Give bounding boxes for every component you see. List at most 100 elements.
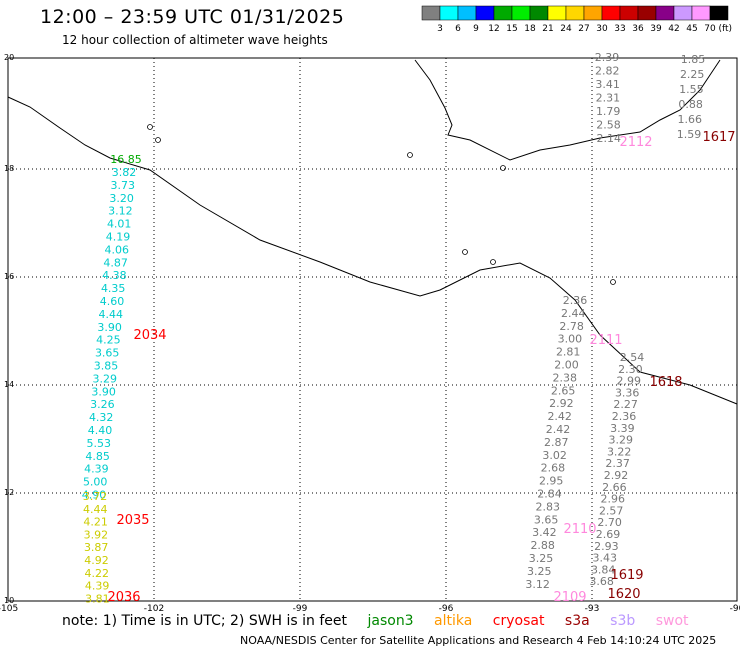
swh-value: 1.59 xyxy=(677,128,702,141)
time-label: 2109 xyxy=(553,590,586,605)
swh-value: 3.42 xyxy=(532,526,557,539)
swh-value: 2.88 xyxy=(530,539,555,552)
swh-value: 5.00 xyxy=(83,476,108,489)
swh-value: 4.60 xyxy=(100,295,125,308)
colorbar-tick-label: 9 xyxy=(473,24,479,34)
swh-value: 2.54 xyxy=(620,351,645,364)
swh-value: 4.90 xyxy=(82,489,107,502)
swh-value: 4.19 xyxy=(106,231,131,244)
swh-value: 3.82 xyxy=(112,166,137,179)
swh-value: 2.92 xyxy=(604,469,629,482)
swh-value: 3.26 xyxy=(90,398,115,411)
time-label: 2110 xyxy=(563,522,596,537)
latitude-label: 14 xyxy=(4,380,14,389)
swh-value: 3.43 xyxy=(593,552,618,565)
swh-value: 2.68 xyxy=(541,462,566,475)
swh-value: 3.12 xyxy=(108,205,133,218)
swh-value: 2.65 xyxy=(551,384,576,397)
swh-value: 3.41 xyxy=(595,78,620,91)
swh-value: 2.99 xyxy=(617,375,642,388)
swh-value: 1.79 xyxy=(596,105,621,118)
footer-note: note: 1) Time is in UTC; 2) SWH is in fe… xyxy=(62,613,693,629)
swh-value: 4.38 xyxy=(102,269,127,282)
time-label: 2112 xyxy=(619,135,652,150)
swh-value: 4.39 xyxy=(84,463,109,476)
swh-value: 3.84 xyxy=(591,563,616,576)
latitude-label: 20 xyxy=(4,53,14,62)
swh-value: 2.57 xyxy=(599,504,624,517)
swh-value: 3.39 xyxy=(610,422,635,435)
latitude-label: 10 xyxy=(4,596,14,605)
swh-value: 3.73 xyxy=(111,179,136,192)
swh-value: 3.36 xyxy=(615,386,640,399)
swh-value: 16.85 xyxy=(110,153,142,166)
swh-value: 4.35 xyxy=(101,282,126,295)
credit-line: NOAA/NESDIS Center for Satellite Applica… xyxy=(240,634,717,647)
swh-value: 3.65 xyxy=(95,347,120,360)
time-label: 1619 xyxy=(610,568,643,583)
swh-value: 0.88 xyxy=(678,98,703,111)
swh-value: 3.29 xyxy=(93,372,118,385)
swh-value: 2.25 xyxy=(680,68,705,81)
satellite-legend: jason3 altika cryosat s3a s3b swot xyxy=(353,613,690,629)
swh-value: 4.40 xyxy=(88,424,113,437)
swh-value: 4.39 xyxy=(85,580,110,593)
swh-value: 2.39 xyxy=(595,51,620,64)
swh-value: 3.68 xyxy=(589,575,614,588)
swh-value: 2.36 xyxy=(612,410,637,423)
swh-value: 4.85 xyxy=(85,450,110,463)
longitude-label: -99 xyxy=(293,604,308,614)
colorbar-unit: (ft) xyxy=(718,24,732,34)
swh-value: 2.38 xyxy=(553,371,578,384)
swh-value: 4.32 xyxy=(89,411,114,424)
satellite-legend-item: jason3 xyxy=(367,613,419,629)
island-outline xyxy=(147,124,153,130)
colorbar-tick-label: 45 xyxy=(686,24,697,34)
swh-value: 2.70 xyxy=(597,516,622,529)
swh-value: 2.42 xyxy=(546,423,571,436)
colorbar-tick-label: 42 xyxy=(668,24,679,34)
swh-value: 2.31 xyxy=(596,92,621,105)
swh-value: 4.44 xyxy=(99,308,124,321)
longitude-label: -96 xyxy=(439,604,454,614)
swh-value: 4.87 xyxy=(103,256,128,269)
map-frame xyxy=(7,57,738,602)
satellite-legend-item: cryosat xyxy=(492,613,549,629)
satellite-legend-item: swot xyxy=(655,613,689,629)
colorbar-tick-label: 24 xyxy=(560,24,572,34)
time-label: 2034 xyxy=(133,328,166,343)
swh-value: 3.90 xyxy=(91,385,116,398)
swh-value: 3.72 xyxy=(83,490,108,503)
swh-value: 2.83 xyxy=(536,500,561,513)
swh-value: 4.06 xyxy=(105,243,130,256)
colorbar-tick-label: 36 xyxy=(632,24,644,34)
swh-value: 2.00 xyxy=(554,359,579,372)
swh-value: 2.92 xyxy=(549,397,574,410)
swh-value: 3.29 xyxy=(609,434,634,447)
pacific-coastline xyxy=(7,96,738,405)
colorbar-tick-label: 6 xyxy=(455,24,461,34)
satellite-legend-item: s3a xyxy=(564,613,595,629)
swh-value: 2.69 xyxy=(596,528,621,541)
colorbar-tick-label: 18 xyxy=(524,24,536,34)
swh-value: 2.66 xyxy=(602,481,627,494)
island-outline xyxy=(462,249,468,255)
colorbar-tick-label: 30 xyxy=(596,24,608,34)
swh-value: 2.95 xyxy=(539,475,564,488)
swh-value: 2.42 xyxy=(547,410,572,423)
colorbar-tick-label: 12 xyxy=(488,24,499,34)
time-label: 2035 xyxy=(116,513,149,528)
color-legend: 3 6 9 12 15 18 21 24 27 30 33 36 39 42 45 70 (ft) xyxy=(421,5,732,34)
swh-value: 2.27 xyxy=(613,398,638,411)
swh-value: 3.65 xyxy=(534,513,559,526)
time-label: 2111 xyxy=(589,333,622,348)
satellite-legend-item: altika xyxy=(434,613,477,629)
swh-value: 4.21 xyxy=(83,516,108,529)
time-label: 1620 xyxy=(607,587,640,602)
swh-value: 4.25 xyxy=(96,334,121,347)
swh-value: 2.82 xyxy=(595,65,620,78)
swh-value: 5.53 xyxy=(87,437,112,450)
satellite-legend-item: s3b xyxy=(610,613,640,629)
colorbar-tick-label: 3 xyxy=(437,24,443,34)
island-outline xyxy=(490,259,496,265)
